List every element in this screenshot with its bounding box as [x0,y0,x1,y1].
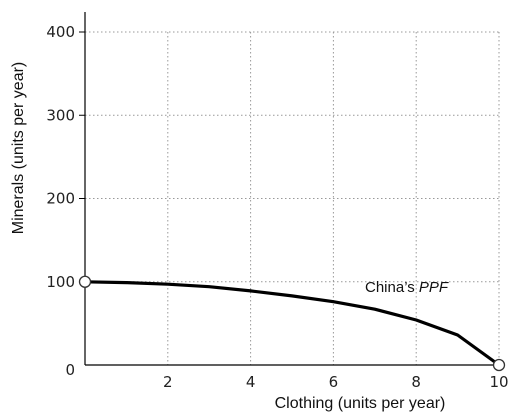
endpoint-marker [78,275,92,288]
x-axis-title: Clothing (units per year) [275,395,446,412]
ppf-curve [83,280,501,367]
x-tick-label: 4 [246,373,256,391]
ppf-annotation-prefix: China’s [365,279,419,296]
y-tick-label: 100 [46,273,75,291]
series-group [83,280,501,367]
endpoint-marker [492,358,506,372]
y-axis-title: Minerals (units per year) [10,62,27,235]
x-tick-label: 2 [163,373,173,391]
x-tick-label: 10 [489,373,508,391]
y-tick-label: 200 [46,190,75,208]
y-tick-label: 0 [65,361,75,379]
x-tick-label: 6 [329,373,339,391]
ppf-annotation: China’s PPF [365,279,449,296]
ppf-annotation-italic: PPF [419,279,449,296]
y-tick-label: 400 [46,23,75,41]
y-tick-label: 300 [46,106,75,124]
grid-lines [85,31,500,365]
axes [84,12,499,366]
x-tick-label: 8 [411,373,421,391]
endpoint-markers [78,275,506,372]
